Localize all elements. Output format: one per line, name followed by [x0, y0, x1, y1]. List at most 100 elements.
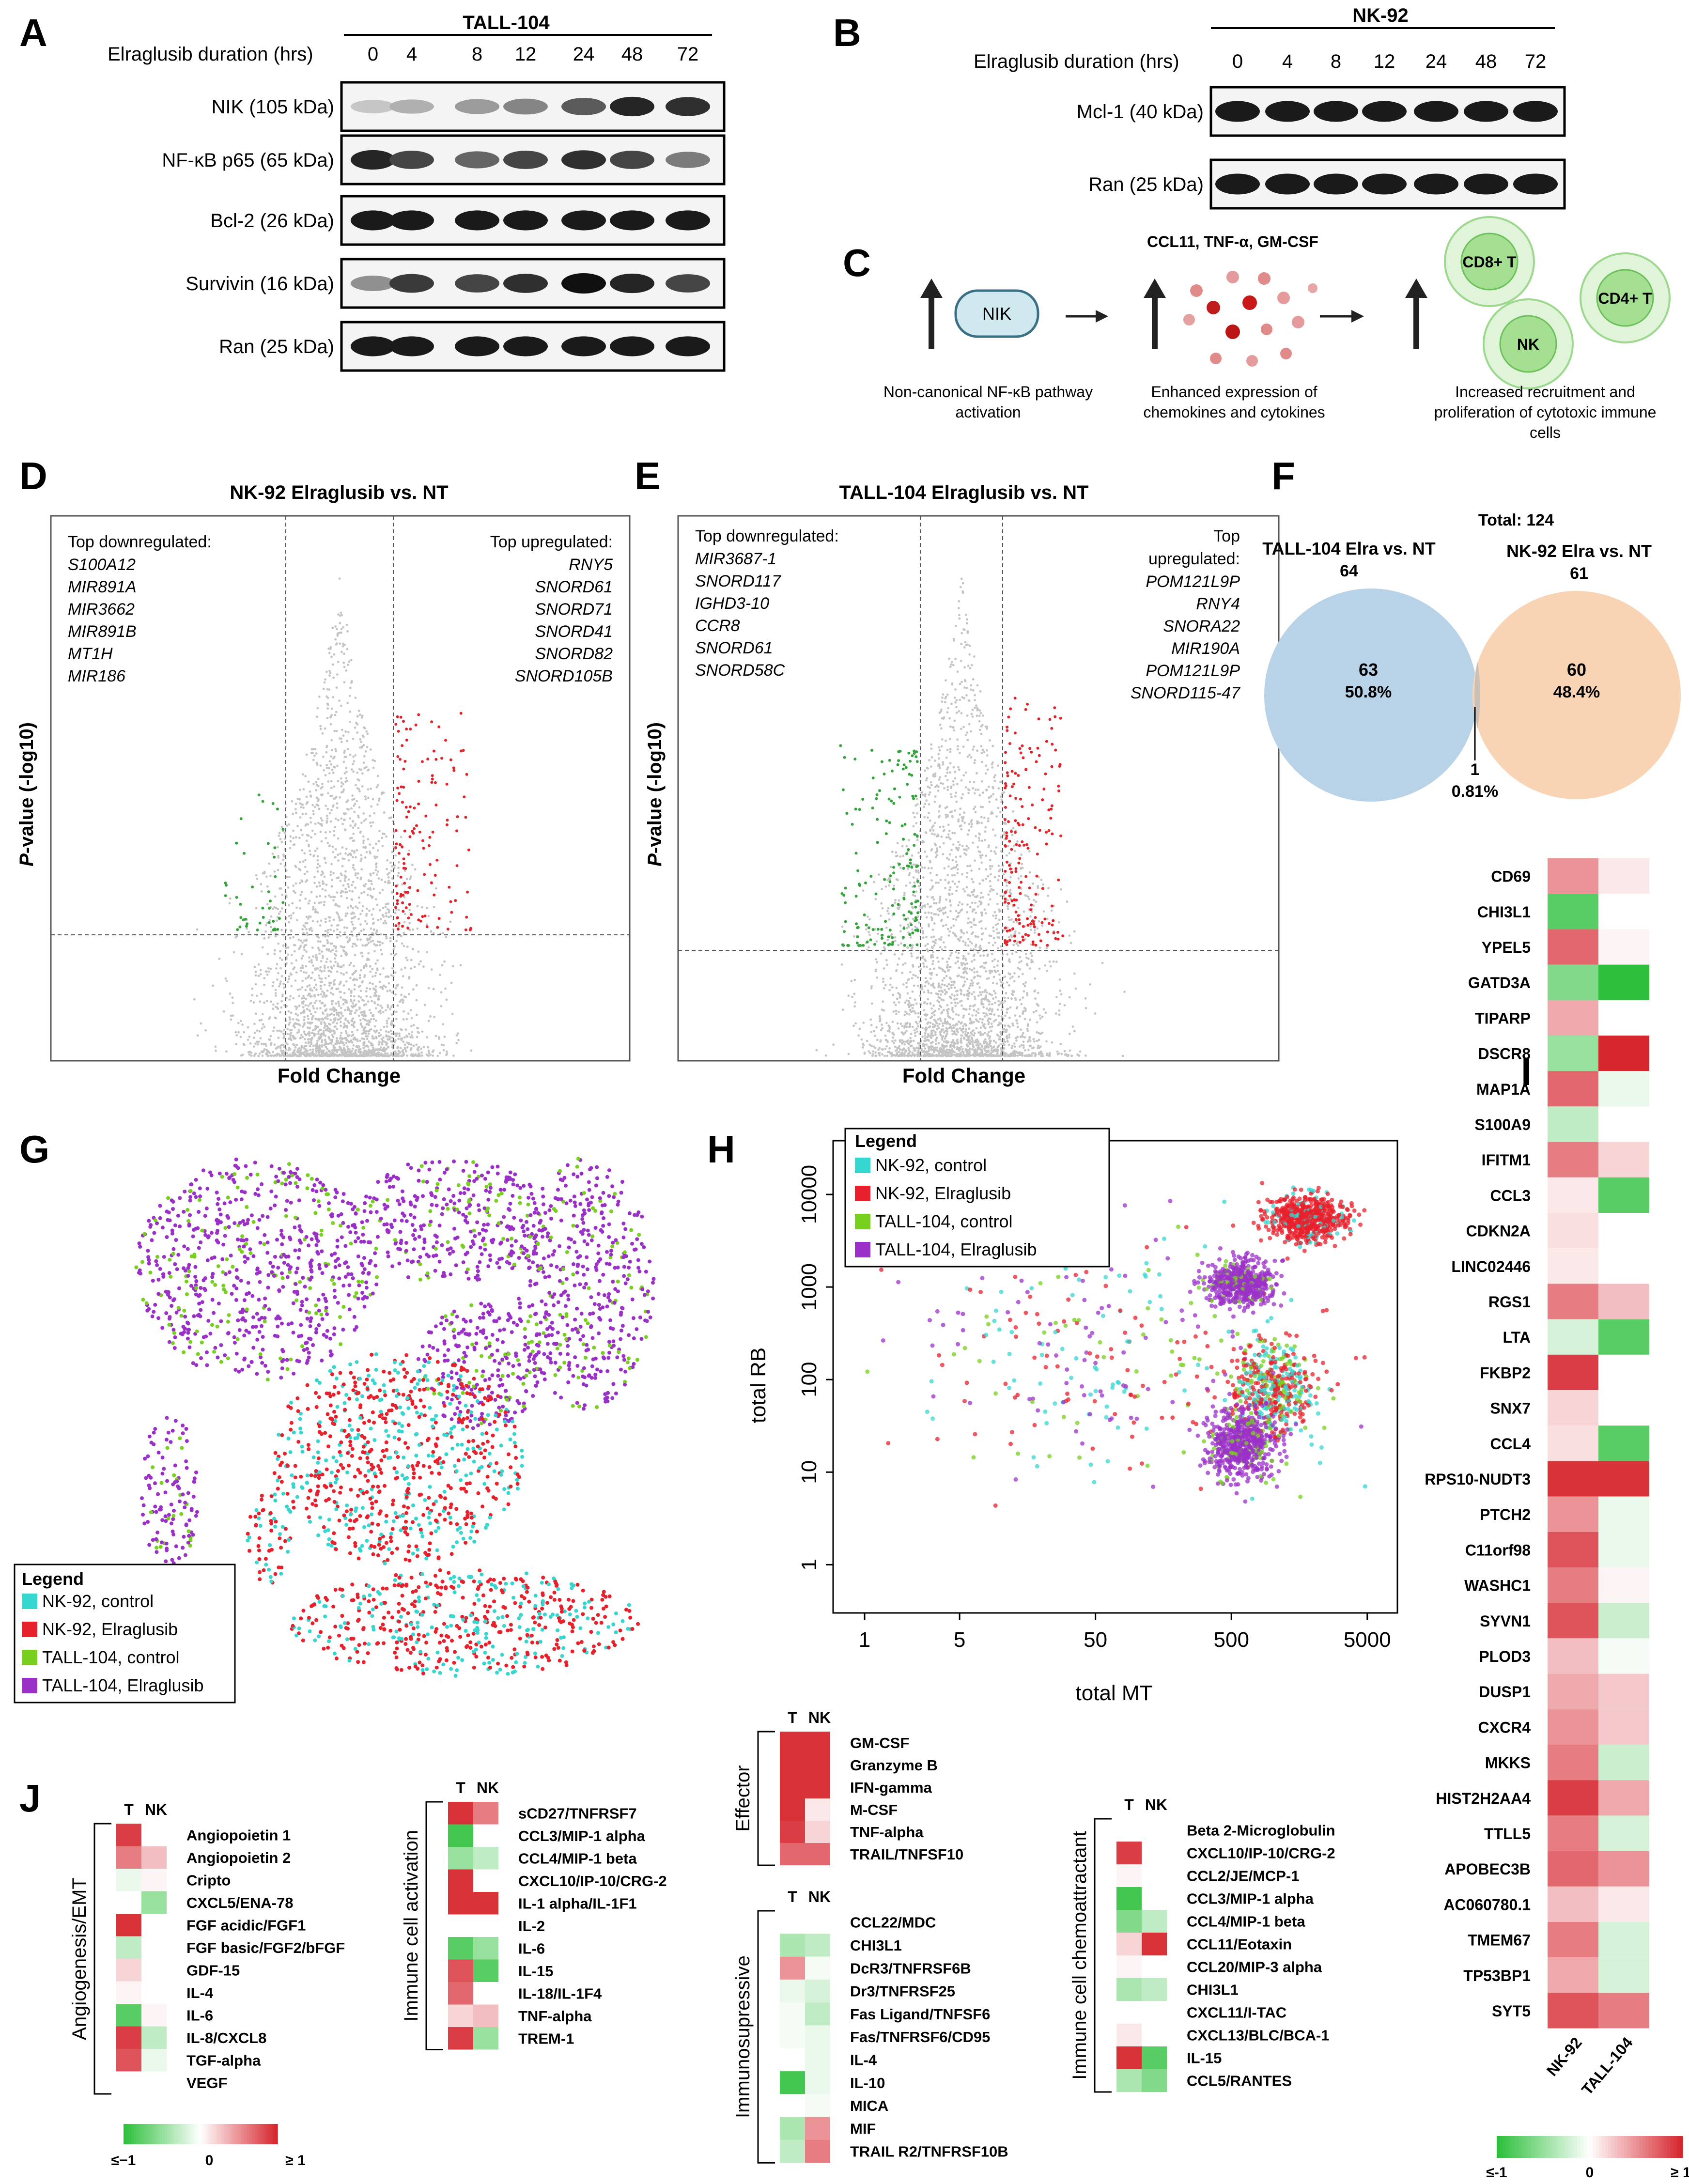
volcano-point-ns	[352, 907, 354, 910]
volcano-point-ns	[404, 1028, 407, 1031]
volcano-point-ns	[986, 999, 989, 1002]
volcano-point-up	[417, 918, 420, 922]
volcano-point-ns	[951, 1018, 954, 1021]
volcano-point-ns	[978, 709, 981, 712]
volcano-point-ns	[901, 953, 904, 956]
volcano-point-ns	[289, 847, 292, 850]
volcano-point-ns	[339, 991, 342, 993]
volcano-point-ns	[898, 1054, 900, 1057]
volcano-point-ns	[874, 1035, 876, 1037]
panel-letter-h: H	[707, 1128, 735, 1171]
volcano-point-ns	[958, 617, 961, 620]
volcano-point-ns	[338, 1011, 341, 1014]
blot-band	[503, 98, 548, 115]
volcano-point-ns	[980, 1044, 983, 1047]
volcano-point-ns	[914, 1032, 916, 1034]
volcano-point-ns	[381, 1054, 384, 1057]
volcano-point-ns	[235, 1043, 238, 1046]
volcano-point-ns	[404, 1048, 407, 1051]
blot-band	[455, 210, 499, 231]
volcano-point-ns	[432, 1054, 434, 1057]
volcano-point-ns	[921, 1026, 924, 1029]
volcano-point-up	[434, 804, 438, 806]
cytokines-label: CCL11, TNF-α, GM-CSF	[1147, 233, 1318, 250]
volcano-point-ns	[309, 790, 311, 793]
volcano-point-ns	[289, 835, 292, 838]
volcano-point-ns	[372, 887, 375, 890]
volcano-point-ns	[292, 890, 295, 893]
volcano-point-ns	[987, 1017, 990, 1020]
volcano-point-ns	[958, 710, 961, 713]
volcano-point-ns	[372, 1037, 375, 1040]
volcano-point-up	[456, 815, 459, 819]
volcano-point-ns	[279, 967, 282, 970]
volcano-point-ns	[360, 768, 362, 771]
volcano-point-ns	[342, 973, 345, 976]
volcano-point-ns	[386, 1022, 388, 1025]
volcano-point-ns	[1094, 1012, 1097, 1015]
volcano-point-ns	[972, 841, 974, 844]
volcano-point-ns	[960, 1037, 962, 1040]
volcano-point-ns	[951, 880, 954, 883]
volcano-point-ns	[375, 991, 377, 993]
volcano-point-ns	[975, 1014, 977, 1017]
volcano-point-ns	[410, 1017, 413, 1020]
volcano-point-ns	[390, 865, 393, 867]
volcano-point-ns	[353, 984, 356, 987]
volcano-point-ns	[310, 959, 313, 961]
volcano-point-ns	[338, 1046, 341, 1048]
volcano-point-ns	[967, 944, 970, 947]
volcano-point-ns	[290, 1011, 293, 1014]
volcano-point-ns	[313, 854, 315, 857]
volcano-point-ns	[372, 940, 374, 942]
volcano-point-ns	[1029, 915, 1032, 918]
volcano-point-ns	[353, 760, 356, 763]
volcano-point-ns	[328, 670, 331, 672]
volcano-point-ns	[346, 748, 349, 750]
volcano-point-ns	[302, 966, 304, 969]
volcano-point-ns	[918, 1042, 921, 1044]
volcano-point-up	[396, 787, 400, 790]
volcano-point-ns	[964, 641, 967, 644]
volcano-point-ns	[314, 822, 317, 825]
volcano-point-ns	[304, 1038, 306, 1040]
volcano-point-ns	[366, 937, 369, 940]
volcano-point-down	[267, 890, 270, 894]
volcano-point-ns	[368, 1050, 371, 1052]
volcano-point-ns	[327, 780, 330, 783]
volcano-point-ns	[949, 793, 952, 796]
volcano-point-ns	[345, 927, 348, 929]
volcano-point-ns	[250, 1052, 253, 1054]
volcano-point-ns	[948, 657, 950, 660]
volcano-point-up	[415, 824, 418, 827]
volcano-point-ns	[267, 967, 270, 970]
volcano-point-ns	[348, 1022, 350, 1024]
volcano-point-ns	[357, 995, 360, 998]
volcano-point-ns	[267, 970, 270, 973]
volcano-point-ns	[907, 923, 910, 926]
volcano-point-ns	[384, 1041, 387, 1044]
volcano-point-ns	[938, 778, 941, 781]
volcano-point-ns	[992, 926, 994, 929]
volcano-point-up	[404, 805, 408, 809]
volcano-point-ns	[243, 1044, 246, 1047]
volcano-point-ns	[292, 843, 295, 846]
volcano-point-ns	[990, 888, 993, 890]
blot-row: Ran (25 kDa)	[219, 321, 726, 372]
volcano-point-ns	[317, 1030, 320, 1033]
volcano-point-ns	[1012, 810, 1015, 813]
volcano-point-ns	[997, 1000, 1000, 1003]
caption-3-line-2: proliferation of cytotoxic immune	[1434, 403, 1657, 421]
volcano-point-ns	[937, 960, 940, 963]
volcano-point-ns	[307, 976, 310, 979]
volcano-point-ns	[1003, 873, 1005, 876]
volcano-point-ns	[952, 931, 955, 934]
volcano-point-ns	[1016, 1019, 1018, 1022]
volcano-point-ns	[406, 1046, 409, 1049]
volcano-point-ns	[1017, 944, 1020, 947]
volcano-point-ns	[279, 1045, 281, 1048]
volcano-point-ns	[982, 932, 984, 935]
volcano-point-ns	[965, 845, 968, 848]
volcano-point-ns	[956, 993, 959, 996]
volcano-point-ns	[1026, 1028, 1029, 1030]
